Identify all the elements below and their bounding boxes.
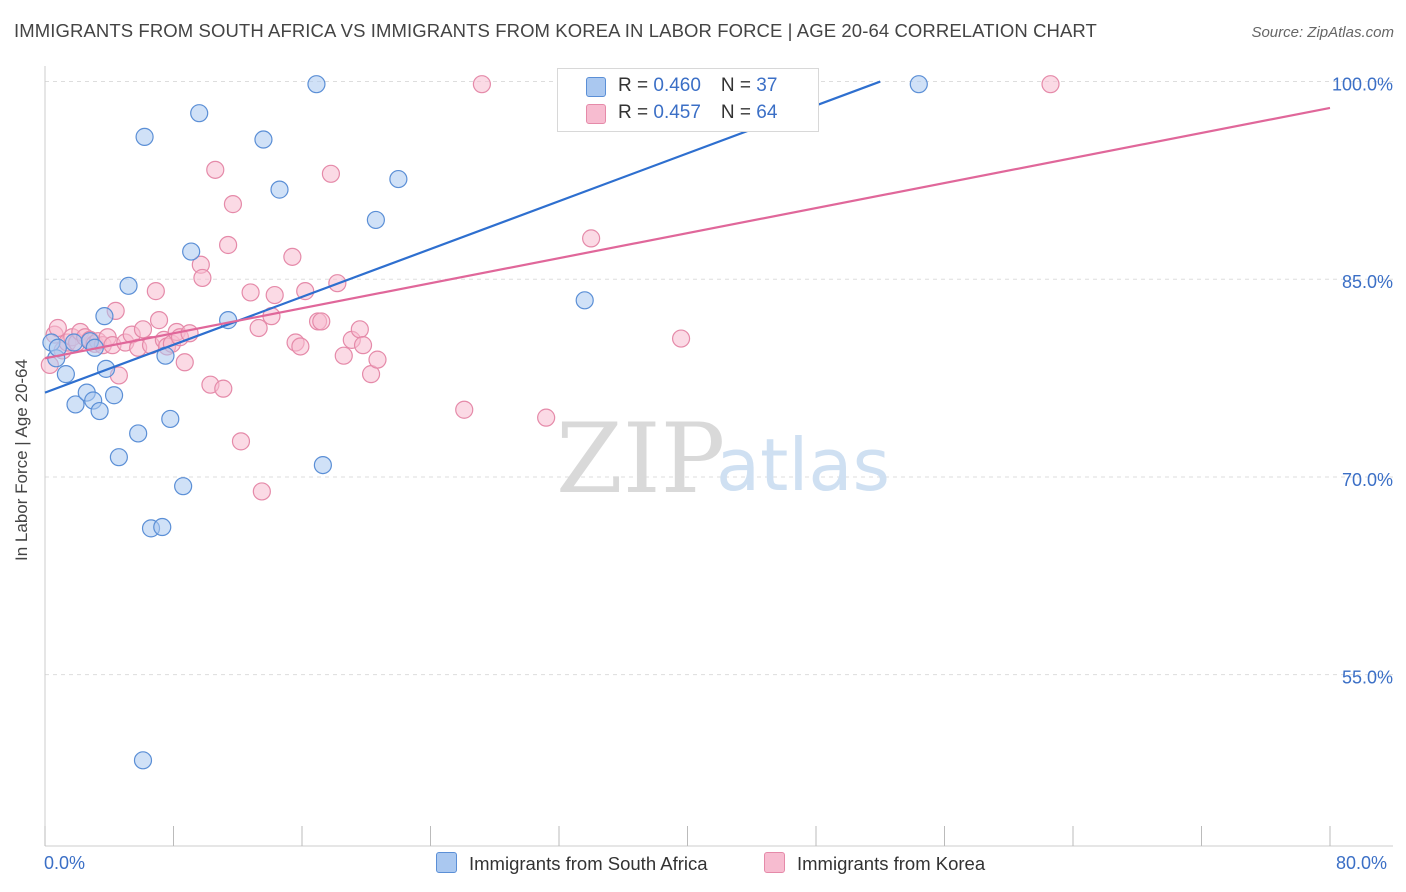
legend-swatch-south-africa: [436, 852, 457, 873]
point-korea: [265, 285, 284, 305]
point-korea: [252, 482, 271, 501]
point-korea: [368, 350, 387, 369]
point-south-africa: [313, 455, 332, 475]
y-axis-label: In Labor Force | Age 20-64: [12, 359, 31, 561]
grid-layer: [45, 81, 1394, 676]
watermark-zip: ZIP: [556, 403, 725, 515]
point-south-africa: [153, 517, 172, 537]
watermark: ZIP atlas: [556, 403, 890, 515]
point-korea: [214, 379, 233, 398]
point-korea: [1041, 75, 1060, 94]
point-korea: [350, 320, 369, 339]
point-south-africa: [129, 424, 148, 443]
legend-r-value-2: 0.457: [653, 102, 701, 123]
point-korea: [133, 320, 153, 339]
point-korea: [241, 283, 260, 302]
point-korea: [249, 318, 268, 338]
point-korea: [353, 336, 373, 355]
chart-title: IMMIGRANTS FROM SOUTH AFRICA VS IMMIGRAN…: [14, 20, 1097, 41]
point-south-africa: [66, 395, 85, 414]
y-tick-label: 55.0%: [1342, 668, 1393, 688]
point-south-africa: [190, 104, 209, 123]
point-korea: [193, 268, 212, 288]
point-korea: [334, 346, 353, 365]
point-south-africa: [182, 242, 201, 261]
ytick-labels: 55.0% 70.0% 85.0% 100.0%: [1332, 75, 1393, 688]
legend-n-value-1: 37: [756, 75, 778, 96]
point-south-africa: [174, 477, 193, 496]
legend-item-south-africa[interactable]: Immigrants from South Africa: [436, 852, 708, 875]
legend-label-korea: Immigrants from Korea: [797, 853, 986, 874]
point-korea: [321, 164, 341, 183]
legend-swatch-blue: [586, 77, 606, 97]
point-south-africa: [104, 386, 124, 405]
point-south-africa: [389, 169, 408, 189]
x-tick-label-min: 0.0%: [44, 853, 86, 873]
point-south-africa: [366, 210, 385, 230]
point-korea: [283, 247, 302, 266]
y-tick-label: 85.0%: [1342, 272, 1393, 292]
point-korea: [291, 337, 310, 356]
point-korea: [296, 282, 315, 301]
legend-n-label-2: N =: [720, 102, 757, 123]
trend-line-korea: [44, 106, 1331, 360]
trend-line-south-africa: [44, 80, 881, 394]
point-korea: [149, 311, 169, 330]
x-tick-label-max: 80.0%: [1336, 853, 1388, 873]
stats-legend: R = 0.460 N = 37 R = 0.457 N = 64: [557, 68, 819, 132]
point-south-africa: [575, 291, 594, 310]
point-south-africa: [135, 127, 154, 146]
point-korea: [206, 160, 225, 179]
point-korea: [231, 432, 251, 451]
point-south-africa: [909, 75, 928, 94]
point-korea: [312, 312, 331, 331]
point-korea: [175, 353, 194, 372]
point-south-africa: [90, 401, 109, 421]
y-tick-label: 100.0%: [1332, 75, 1393, 95]
point-korea: [537, 408, 556, 427]
legend-r-value-1: 0.460: [653, 75, 701, 96]
legend-r-label-1: R =: [618, 75, 654, 96]
point-south-africa: [161, 409, 180, 429]
trend-layer: [44, 80, 1331, 394]
point-korea: [146, 282, 165, 301]
axis-layer: [44, 66, 1393, 847]
source-label: Source: ZipAtlas.com: [1251, 24, 1394, 41]
point-korea: [472, 75, 491, 94]
watermark-atlas: atlas: [716, 423, 890, 507]
point-south-africa: [64, 333, 84, 352]
legend-item-korea[interactable]: Immigrants from Korea: [764, 852, 985, 875]
legend-n-value-2: 64: [756, 102, 778, 123]
points-south-africa: [42, 75, 928, 770]
legend-swatch-pink: [586, 104, 606, 124]
point-south-africa: [307, 75, 326, 94]
y-tick-label: 70.0%: [1342, 470, 1393, 490]
points-korea: [40, 75, 1060, 501]
point-south-africa: [109, 448, 128, 467]
legend-swatch-korea: [764, 852, 785, 873]
point-south-africa: [95, 307, 114, 326]
point-korea: [671, 329, 691, 348]
point-korea: [582, 229, 601, 248]
point-korea: [455, 400, 474, 419]
point-south-africa: [119, 276, 138, 295]
point-south-africa: [56, 365, 75, 384]
point-south-africa: [270, 180, 289, 199]
legend-r-label-2: R =: [618, 102, 654, 123]
point-south-africa: [133, 751, 153, 770]
point-south-africa: [254, 130, 273, 149]
legend-label-south-africa: Immigrants from South Africa: [469, 853, 708, 874]
legend-n-label-1: N =: [720, 75, 757, 96]
point-korea: [223, 195, 243, 214]
point-korea: [219, 235, 238, 255]
